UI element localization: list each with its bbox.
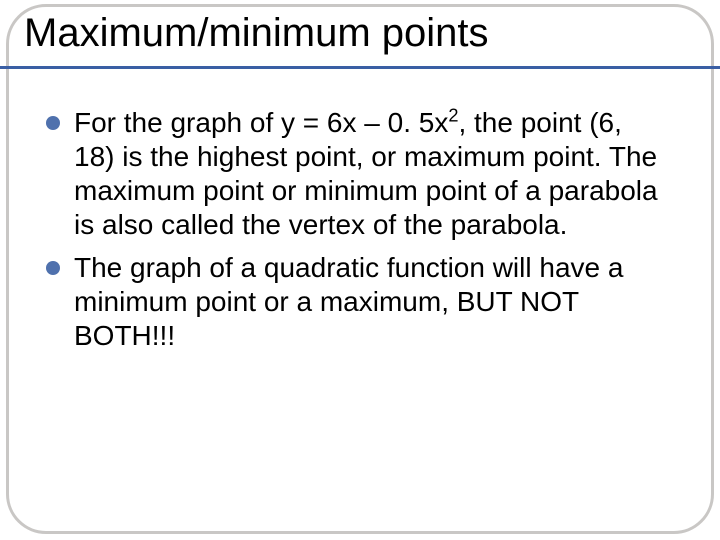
bullet-list: For the graph of y = 6x – 0. 5x2, the po… <box>46 106 670 353</box>
bullet-dot-icon <box>46 116 60 130</box>
bullet-text: For the graph of y = 6x – 0. 5x2, the po… <box>74 107 658 240</box>
bullet-item: The graph of a quadratic function will h… <box>46 251 670 353</box>
slide-body: For the graph of y = 6x – 0. 5x2, the po… <box>46 106 670 361</box>
bullet-text: The graph of a quadratic function will h… <box>74 252 623 351</box>
superscript: 2 <box>448 106 458 126</box>
bullet-item: For the graph of y = 6x – 0. 5x2, the po… <box>46 106 670 243</box>
slide-title: Maximum/minimum points <box>24 12 489 54</box>
bullet-dot-icon <box>46 261 60 275</box>
title-underline <box>0 66 720 69</box>
slide: Maximum/minimum points For the graph of … <box>0 0 720 540</box>
